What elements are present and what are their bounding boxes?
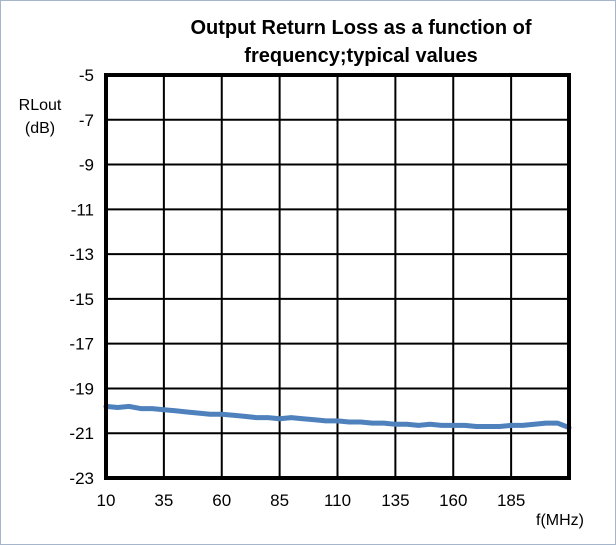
series-point xyxy=(219,411,224,417)
series-point xyxy=(335,418,340,424)
y-tick-label: -23 xyxy=(69,469,94,488)
y-tick-label: -5 xyxy=(79,66,94,85)
series-point xyxy=(404,422,410,427)
x-tick-label: 185 xyxy=(497,491,525,510)
series-point xyxy=(462,423,468,428)
series-point xyxy=(300,416,305,421)
x-tick-label: 35 xyxy=(154,491,173,510)
series-point xyxy=(416,423,421,428)
series-point xyxy=(184,409,190,415)
y-tick-label: -7 xyxy=(79,111,94,130)
x-tick-label: 60 xyxy=(212,491,231,510)
series-point xyxy=(508,423,514,428)
y-tick-label: -17 xyxy=(69,335,94,354)
series-point xyxy=(543,420,549,426)
series-point xyxy=(474,424,479,429)
series-point xyxy=(173,408,178,414)
y-tick-label: -15 xyxy=(69,290,94,309)
series-point xyxy=(312,417,317,422)
series-point xyxy=(555,420,560,426)
series-point xyxy=(242,414,248,419)
series-point xyxy=(381,420,386,426)
series-point xyxy=(207,411,213,417)
series-point xyxy=(150,406,155,411)
series-point xyxy=(358,419,363,425)
series-point xyxy=(126,404,132,409)
series-point xyxy=(370,420,375,426)
y-tick-label: -11 xyxy=(71,200,94,219)
plot-area-border xyxy=(104,73,571,480)
series-point xyxy=(439,423,444,428)
series-point xyxy=(115,405,120,410)
x-axis-label: f(MHz) xyxy=(536,512,584,529)
y-tick-label: -19 xyxy=(69,379,94,398)
x-tick-label: 110 xyxy=(324,491,351,510)
series-point xyxy=(138,406,143,411)
series-point xyxy=(497,424,502,429)
series-point xyxy=(485,424,491,429)
series-point xyxy=(346,419,352,425)
series-point xyxy=(231,413,236,418)
series-point xyxy=(196,410,201,416)
series-point xyxy=(532,422,537,427)
y-tick-label: -21 xyxy=(69,424,94,443)
series-point xyxy=(254,415,259,420)
x-tick-label: 10 xyxy=(97,491,116,510)
series-point xyxy=(520,423,525,428)
series-point xyxy=(161,407,167,412)
chart-title-line1: Output Return Loss as a function of xyxy=(190,17,531,39)
y-axis-label-line2: (dB) xyxy=(25,120,55,137)
chart-title-line2: frequency;typical values xyxy=(244,45,477,67)
series-point xyxy=(277,416,282,421)
y-axis-label-line1: RLout xyxy=(19,97,62,114)
series-point xyxy=(265,415,271,420)
series-point xyxy=(393,422,398,427)
series-point xyxy=(323,418,329,424)
series-point xyxy=(289,415,294,420)
series-point xyxy=(427,422,433,427)
x-tick-label: 135 xyxy=(381,491,409,510)
y-tick-label: -9 xyxy=(79,156,94,175)
x-tick-label: 160 xyxy=(439,491,467,510)
series-point xyxy=(451,423,456,428)
y-tick-label: -13 xyxy=(69,245,94,264)
x-tick-label: 85 xyxy=(270,491,289,510)
